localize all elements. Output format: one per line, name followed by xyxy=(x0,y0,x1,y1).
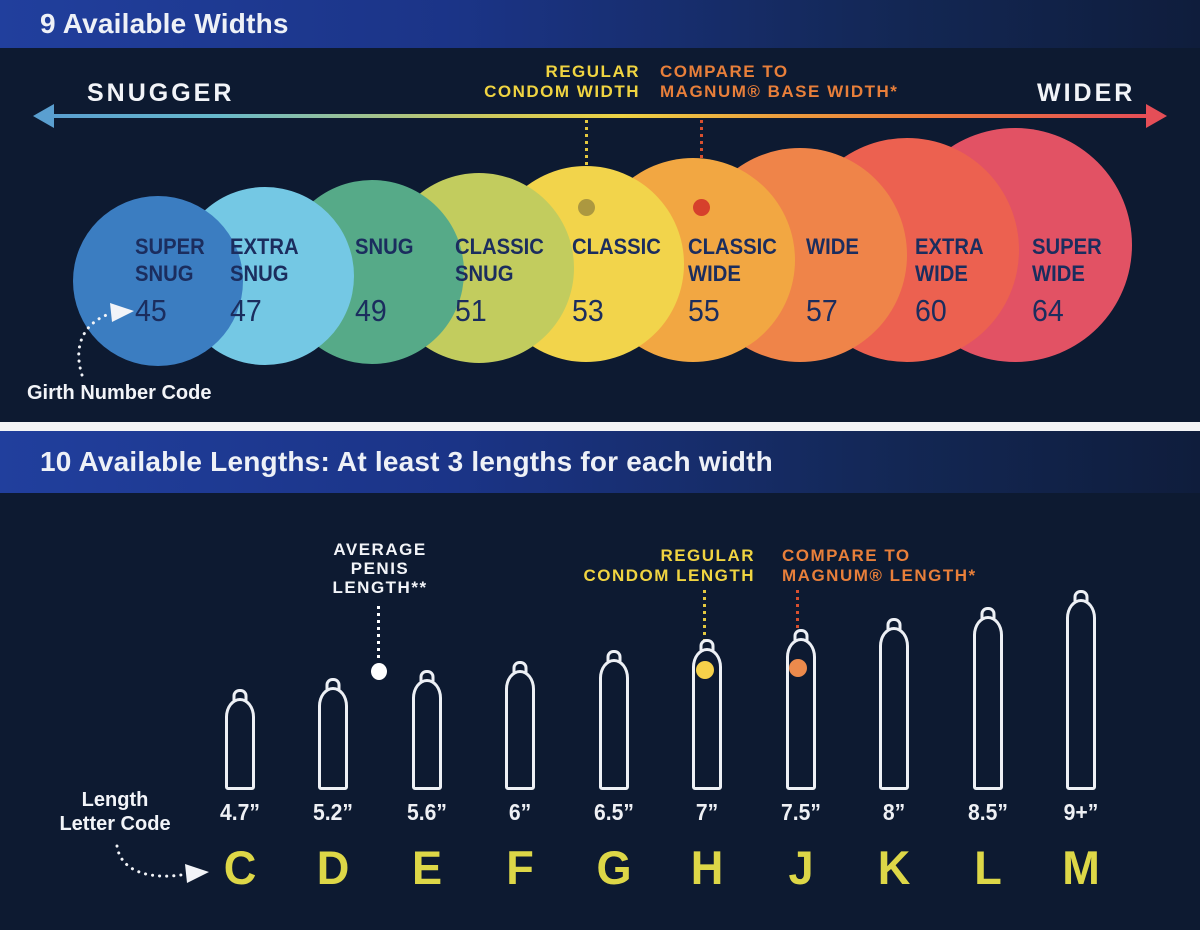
average-length-marker-dot xyxy=(371,663,387,680)
length-letter-code: L xyxy=(974,841,1002,894)
regular-condom-width-label: REGULAR CONDOM WIDTH xyxy=(484,62,640,101)
lengths-header-band: 10 Available Lengths: At least 3 lengths… xyxy=(0,431,1200,493)
arrowhead-left-icon xyxy=(33,104,54,128)
length-inches-label: 5.6” xyxy=(406,799,447,825)
condom-body xyxy=(225,698,255,790)
magnum-length-marker-dot xyxy=(789,659,807,677)
regular-width-marker-dot xyxy=(578,199,595,216)
width-name: CLASSIC WIDE xyxy=(688,234,777,286)
width-circle-label: CLASSIC WIDE 55 xyxy=(688,233,785,328)
length-inches-label: 6.5” xyxy=(593,799,634,825)
magnum-length-dotted-line xyxy=(796,590,799,654)
width-circle-label: SUPER SNUG 45 xyxy=(135,233,211,328)
condom-shape-E xyxy=(412,670,442,790)
girth-number: 55 xyxy=(688,293,720,328)
lengths-title: 10 Available Lengths: At least 3 lengths… xyxy=(40,446,773,477)
width-circle-label: SNUG 49 xyxy=(355,233,419,328)
width-circle-label: CLASSIC SNUG 51 xyxy=(455,233,552,328)
girth-number: 49 xyxy=(355,293,387,328)
length-inches-label: 6” xyxy=(508,799,532,825)
condom-shape-J xyxy=(786,629,816,790)
girth-number-code-label: Girth Number Code xyxy=(27,382,212,404)
length-inches-label: 7” xyxy=(695,799,719,825)
width-name: CLASSIC xyxy=(572,234,661,259)
width-name: SUPER WIDE xyxy=(1032,234,1102,286)
length-code-arrow-icon xyxy=(115,844,209,883)
section-divider xyxy=(0,422,1200,431)
girth-number: 60 xyxy=(915,293,947,328)
condom-shape-C xyxy=(225,689,255,790)
condom-shape-G xyxy=(599,650,629,790)
length-inches-label: 8” xyxy=(882,799,906,825)
condom-body xyxy=(879,627,909,790)
regular-length-dotted-line xyxy=(703,590,706,658)
axis-label-snugger: SNUGGER xyxy=(87,79,235,107)
width-circle-label: EXTRA SNUG 47 xyxy=(230,233,305,328)
width-circle-label: EXTRA WIDE 60 xyxy=(915,233,990,328)
length-letter-code: D xyxy=(316,841,350,894)
condom-body xyxy=(412,679,442,790)
length-letter-code-label: Length Letter Code xyxy=(59,789,171,835)
length-letter-code: G xyxy=(596,841,632,894)
girth-number: 53 xyxy=(572,293,604,328)
average-penis-length-label: AVERAGE PENIS LENGTH** xyxy=(332,540,428,597)
girth-number: 64 xyxy=(1032,293,1064,328)
width-circle-label: CLASSIC 53 xyxy=(572,233,669,328)
width-axis-gradient-arrow xyxy=(52,114,1148,118)
width-name: WIDE xyxy=(806,234,859,259)
width-name: SUPER SNUG xyxy=(135,234,205,286)
average-length-dotted-line xyxy=(377,606,380,658)
width-circle-label: SUPER WIDE 64 xyxy=(1032,233,1108,328)
length-inches-label: 5.2” xyxy=(312,799,353,825)
axis-label-wider: WIDER xyxy=(1037,79,1136,107)
widths-title: 9 Available Widths xyxy=(40,8,289,39)
regular-length-marker-dot xyxy=(696,661,714,679)
regular-width-dotted-line xyxy=(585,120,588,198)
length-letter-code: E xyxy=(411,841,443,894)
condom-body xyxy=(599,659,629,790)
girth-number: 45 xyxy=(135,293,167,328)
width-circle-label: WIDE 57 xyxy=(806,233,863,328)
condom-body xyxy=(505,670,535,790)
width-circle-45 xyxy=(73,196,243,366)
length-letter-code: J xyxy=(788,841,814,894)
length-letter-code: C xyxy=(223,841,257,894)
condom-shape-M xyxy=(1066,590,1096,790)
length-letter-code: M xyxy=(1062,841,1100,894)
widths-header-band: 9 Available Widths xyxy=(0,0,1200,48)
girth-number: 57 xyxy=(806,293,838,328)
condom-shape-F xyxy=(505,661,535,790)
condom-body xyxy=(973,616,1003,790)
magnum-width-marker-dot xyxy=(693,199,710,216)
condom-shape-D xyxy=(318,678,348,790)
condom-shape-K xyxy=(879,618,909,790)
girth-number: 47 xyxy=(230,293,262,328)
length-inches-label: 9+” xyxy=(1063,799,1099,825)
length-letter-code: K xyxy=(877,841,911,894)
girth-code-arrow-icon xyxy=(77,303,134,377)
length-inches-label: 8.5” xyxy=(967,799,1008,825)
width-name: EXTRA WIDE xyxy=(915,234,984,286)
girth-number: 51 xyxy=(455,293,487,328)
width-name: SNUG xyxy=(355,234,414,259)
length-inches-label: 4.7” xyxy=(219,799,260,825)
condom-shape-L xyxy=(973,607,1003,790)
compare-magnum-length-label: COMPARE TO MAGNUM® LENGTH* xyxy=(782,546,977,585)
arrowhead-right-icon xyxy=(1146,104,1167,128)
length-letter-code: F xyxy=(506,841,534,894)
condom-body xyxy=(318,687,348,790)
compare-magnum-width-label: COMPARE TO MAGNUM® BASE WIDTH* xyxy=(660,62,899,101)
regular-condom-length-label: REGULAR CONDOM LENGTH xyxy=(583,546,755,585)
width-name: EXTRA SNUG xyxy=(230,234,299,286)
condom-body xyxy=(1066,599,1096,790)
length-letter-code: H xyxy=(690,841,724,894)
length-inches-label: 7.5” xyxy=(780,799,821,825)
width-name: CLASSIC SNUG xyxy=(455,234,544,286)
